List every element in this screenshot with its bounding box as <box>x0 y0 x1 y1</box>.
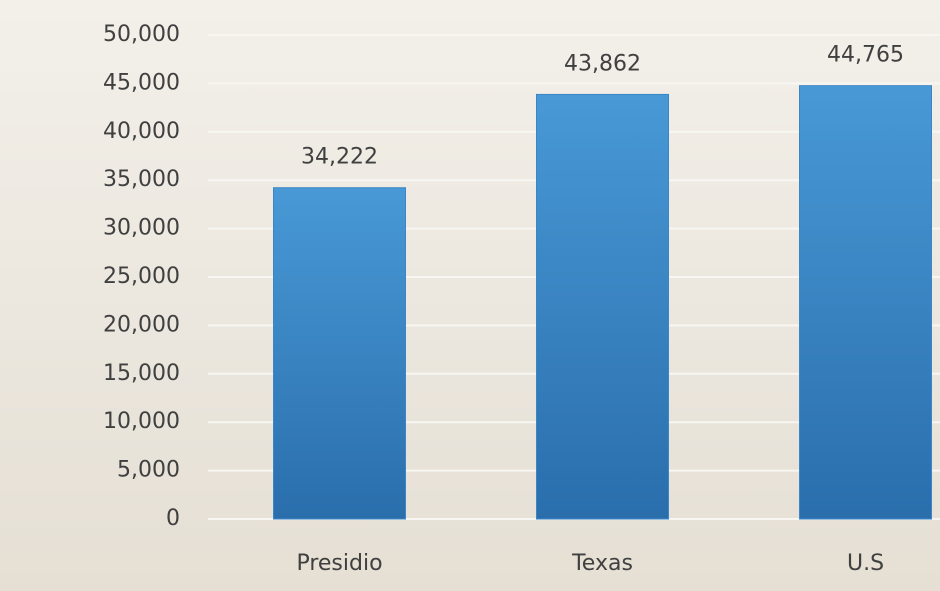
y-tick-label: 5,000 <box>117 458 180 483</box>
y-tick-label: 15,000 <box>103 361 180 386</box>
y-tick-label: 25,000 <box>103 264 180 289</box>
y-tick-label: 30,000 <box>103 216 180 241</box>
x-tick-label: U.S <box>847 551 884 576</box>
bar <box>273 187 406 520</box>
y-tick-label: 0 <box>166 506 180 531</box>
value-label: 43,862 <box>564 51 641 76</box>
y-tick-label: 45,000 <box>103 70 180 95</box>
y-tick-label: 10,000 <box>103 409 180 434</box>
bar <box>799 85 932 520</box>
y-tick-label: 40,000 <box>103 119 180 144</box>
x-tick-label: Presidio <box>296 551 382 576</box>
y-tick-label: 20,000 <box>103 312 180 337</box>
bar <box>536 93 669 520</box>
y-tick-label: 35,000 <box>103 167 180 192</box>
value-label: 34,222 <box>301 145 378 170</box>
y-tick-label: 50,000 <box>103 22 180 47</box>
value-label: 44,765 <box>827 43 904 68</box>
x-tick-label: Texas <box>571 551 633 576</box>
